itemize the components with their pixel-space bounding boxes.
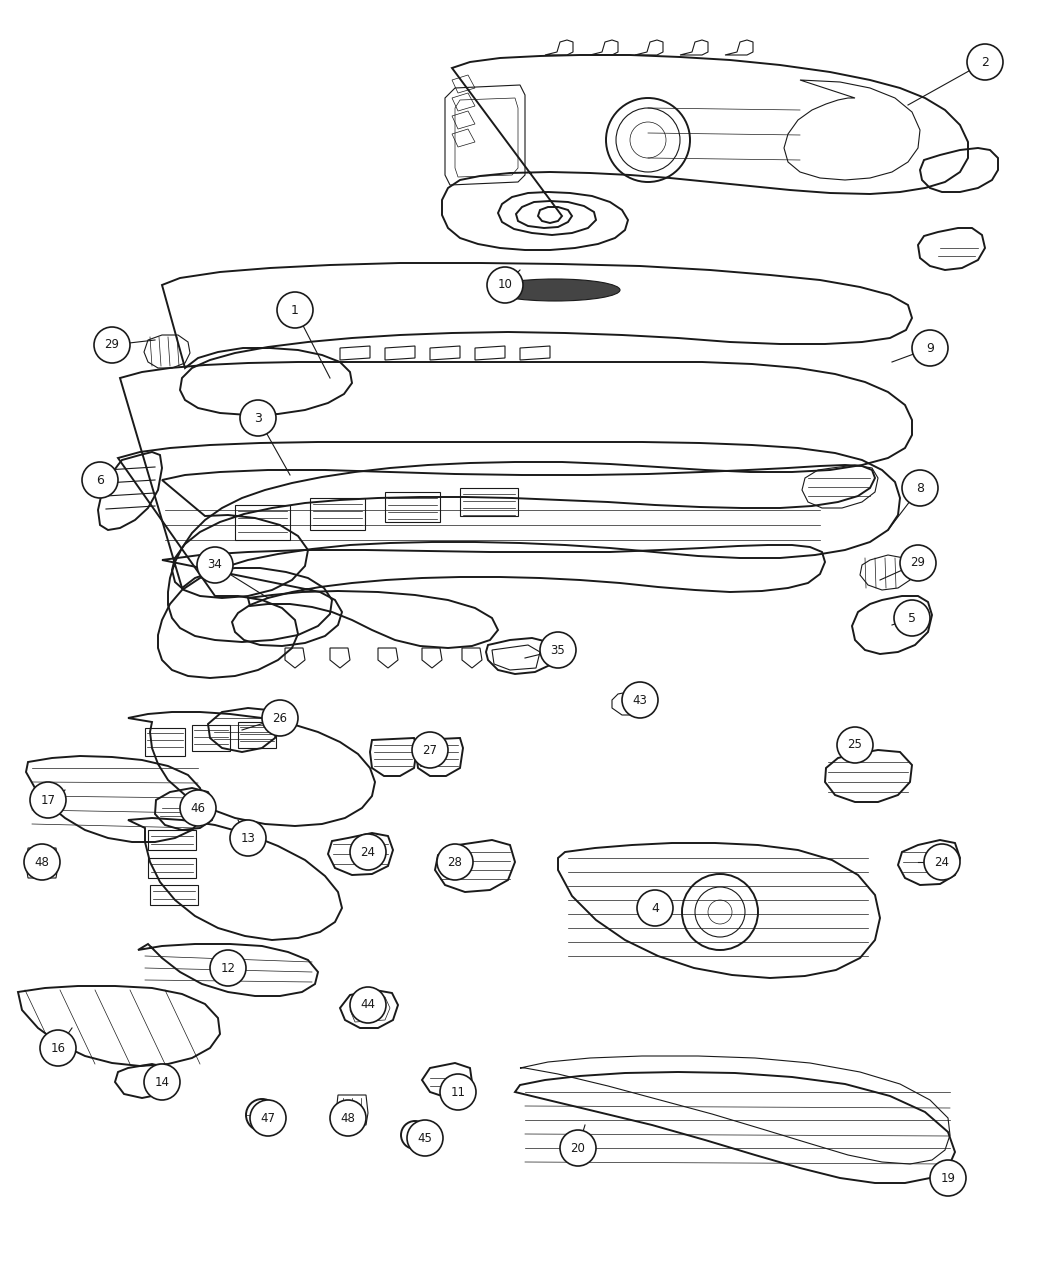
Circle shape [487, 267, 523, 303]
Text: 48: 48 [341, 1111, 355, 1124]
Text: 46: 46 [191, 802, 205, 815]
Circle shape [930, 1160, 966, 1197]
Text: 35: 35 [550, 643, 565, 657]
Circle shape [902, 470, 938, 505]
Circle shape [912, 330, 948, 367]
Circle shape [210, 950, 246, 987]
Text: 34: 34 [208, 559, 222, 572]
Text: 29: 29 [105, 339, 119, 351]
Circle shape [412, 732, 447, 768]
Circle shape [350, 834, 386, 869]
Text: 24: 24 [935, 855, 949, 868]
Text: 24: 24 [361, 845, 375, 858]
Text: 19: 19 [940, 1171, 956, 1184]
Text: 9: 9 [926, 341, 934, 354]
Text: 25: 25 [848, 738, 863, 751]
Circle shape [250, 1100, 286, 1136]
Text: 11: 11 [451, 1086, 465, 1099]
Text: 26: 26 [272, 712, 287, 724]
Circle shape [924, 844, 960, 880]
Text: 8: 8 [916, 481, 924, 494]
Text: 14: 14 [154, 1076, 170, 1088]
Text: 10: 10 [498, 279, 512, 292]
Circle shape [560, 1130, 596, 1166]
Circle shape [623, 682, 658, 718]
Circle shape [24, 844, 60, 880]
Circle shape [144, 1064, 180, 1100]
Text: 20: 20 [570, 1142, 586, 1155]
Text: 4: 4 [651, 901, 659, 914]
Text: 48: 48 [35, 855, 49, 868]
Circle shape [894, 600, 930, 636]
Circle shape [230, 820, 266, 855]
Text: 47: 47 [261, 1111, 276, 1124]
Circle shape [30, 782, 66, 819]
Text: 43: 43 [633, 694, 648, 707]
Circle shape [440, 1074, 476, 1110]
Circle shape [637, 890, 673, 925]
Text: 29: 29 [911, 556, 925, 569]
Circle shape [350, 987, 386, 1023]
Text: 5: 5 [908, 611, 916, 625]
Circle shape [277, 292, 313, 328]
Circle shape [900, 545, 936, 580]
Text: 2: 2 [981, 56, 989, 69]
Text: 44: 44 [361, 998, 375, 1012]
Circle shape [967, 45, 1003, 80]
Text: 28: 28 [447, 855, 462, 868]
Circle shape [82, 462, 118, 498]
Circle shape [197, 547, 233, 583]
Text: 27: 27 [422, 743, 437, 756]
Text: 13: 13 [241, 831, 256, 844]
Circle shape [407, 1120, 443, 1156]
Circle shape [837, 727, 873, 763]
Circle shape [180, 791, 216, 826]
Circle shape [437, 844, 473, 880]
Text: 17: 17 [41, 793, 56, 807]
Text: 6: 6 [96, 474, 104, 486]
Ellipse shape [490, 279, 620, 300]
Circle shape [330, 1100, 366, 1136]
Text: 16: 16 [50, 1041, 65, 1054]
Circle shape [240, 400, 276, 435]
Text: 12: 12 [220, 961, 236, 975]
Circle shape [540, 631, 576, 668]
Text: 1: 1 [291, 303, 299, 317]
Circle shape [40, 1030, 77, 1066]
Circle shape [262, 700, 298, 736]
Text: 3: 3 [254, 411, 262, 424]
Circle shape [94, 327, 130, 363]
Text: 45: 45 [417, 1132, 433, 1144]
